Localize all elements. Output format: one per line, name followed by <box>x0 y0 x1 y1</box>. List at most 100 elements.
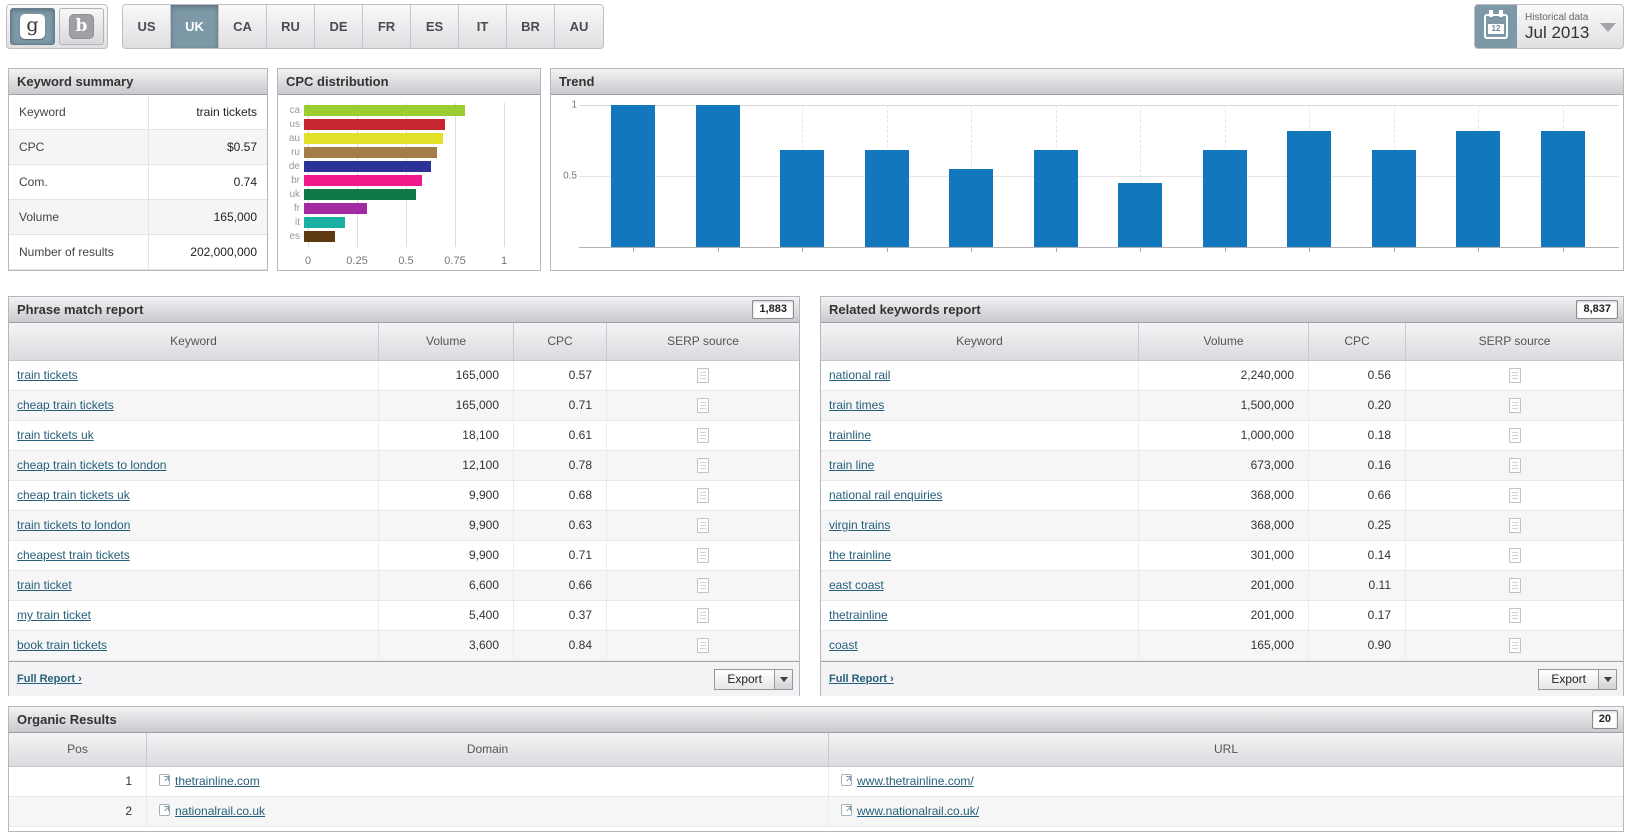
url-link[interactable]: www.nationalrail.co.uk/ <box>857 804 980 818</box>
keyword-link[interactable]: train ticket <box>17 578 72 592</box>
trend-panel: Trend 1 0.5 <box>550 68 1624 271</box>
export-select[interactable]: Export <box>714 668 793 690</box>
country-tab-br[interactable]: BR <box>507 5 555 48</box>
country-tab-uk[interactable]: UK <box>171 5 219 48</box>
serp-document-icon[interactable] <box>1508 518 1521 533</box>
panel-title: CPC distribution <box>278 69 540 95</box>
serp-document-icon[interactable] <box>697 578 709 593</box>
external-link-icon[interactable] <box>841 774 852 786</box>
full-report-link[interactable]: Full Report › <box>829 673 894 685</box>
keyword-link[interactable]: train times <box>829 398 885 412</box>
serp-document-icon[interactable] <box>1508 428 1521 443</box>
calendar-icon: 12 <box>1475 5 1517 48</box>
serp-document-icon[interactable] <box>697 548 709 563</box>
keyword-link[interactable]: coast <box>829 638 858 652</box>
external-link-icon[interactable] <box>159 774 170 786</box>
table-row: my train ticket 5,400 0.37 <box>9 601 799 631</box>
keyword-cell: cheap train tickets <box>9 391 379 420</box>
keyword-link[interactable]: train tickets to london <box>17 518 131 532</box>
keyword-link[interactable]: train tickets <box>17 368 78 382</box>
calendar-day: 12 <box>1488 24 1504 34</box>
serp-document-icon[interactable] <box>697 368 709 383</box>
bar-ca <box>304 104 465 116</box>
serp-document-icon[interactable] <box>697 398 709 413</box>
serp-document-icon[interactable] <box>1508 638 1521 653</box>
serp-source-cell <box>1406 601 1623 630</box>
serp-document-icon[interactable] <box>697 518 709 533</box>
phrase-match-table: Keyword Volume CPC SERP source train tickets… <box>9 323 799 696</box>
serp-document-icon[interactable] <box>1508 608 1521 623</box>
external-link-icon[interactable] <box>841 804 852 816</box>
y-tick-label: ca <box>289 104 300 116</box>
table-footer: Full Report › Export <box>9 661 799 696</box>
keyword-link[interactable]: trainline <box>829 428 872 442</box>
cpc-cell: 0.61 <box>514 421 607 450</box>
table-row: cheap train tickets uk 9,900 0.68 <box>9 481 799 511</box>
keyword-link[interactable]: national rail <box>829 368 891 382</box>
serp-source-cell <box>607 391 799 420</box>
serp-document-icon[interactable] <box>1508 578 1521 593</box>
keyword-link[interactable]: cheap train tickets <box>17 398 114 412</box>
country-tab-us[interactable]: US <box>123 5 171 48</box>
trend-chart: 1 0.5 <box>551 95 1623 271</box>
keyword-link[interactable]: the trainline <box>829 548 892 562</box>
country-tab-es[interactable]: ES <box>411 5 459 48</box>
summary-value: 202,000,000 <box>190 245 257 259</box>
country-tab-ru[interactable]: RU <box>267 5 315 48</box>
country-tab-it[interactable]: IT <box>459 5 507 48</box>
trend-bar <box>780 150 825 247</box>
url-link[interactable]: www.thetrainline.com/ <box>857 774 974 788</box>
keyword-link[interactable]: train tickets uk <box>17 428 94 442</box>
country-tab-au[interactable]: AU <box>555 5 603 48</box>
export-select[interactable]: Export <box>1538 668 1617 690</box>
serp-source-cell <box>607 511 799 540</box>
serp-document-icon[interactable] <box>1508 488 1521 503</box>
trend-bar <box>1287 131 1332 247</box>
serp-document-icon[interactable] <box>697 458 709 473</box>
domain-link[interactable]: thetrainline.com <box>175 774 260 788</box>
table-row: thetrainline 201,000 0.17 <box>821 601 1623 631</box>
trend-bar <box>949 169 994 247</box>
serp-source-cell <box>1406 511 1623 540</box>
domain-link[interactable]: nationalrail.co.uk <box>175 804 266 818</box>
serp-document-icon[interactable] <box>1508 548 1521 563</box>
serp-document-icon[interactable] <box>1508 458 1521 473</box>
cpc-cell: 0.84 <box>514 631 607 660</box>
historical-data-selector[interactable]: 12 Historical data Jul 2013 <box>1474 4 1624 49</box>
count-badge: 20 <box>1591 710 1618 729</box>
keyword-link[interactable]: thetrainline <box>829 608 888 622</box>
keyword-cell: cheap train tickets to london <box>9 451 379 480</box>
country-tab-fr[interactable]: FR <box>363 5 411 48</box>
keyword-link[interactable]: train line <box>829 458 875 472</box>
full-report-link[interactable]: Full Report › <box>17 673 82 685</box>
serp-document-icon[interactable] <box>697 638 709 653</box>
google-engine-button[interactable]: g <box>10 8 55 45</box>
volume-cell: 6,600 <box>379 571 514 600</box>
keyword-link[interactable]: cheap train tickets to london <box>17 458 167 472</box>
serp-document-icon[interactable] <box>1508 398 1521 413</box>
volume-cell: 673,000 <box>1139 451 1309 480</box>
serp-document-icon[interactable] <box>697 608 709 623</box>
keyword-link[interactable]: my train ticket <box>17 608 92 622</box>
summary-row: Com. 0.74 <box>9 165 267 200</box>
keyword-link[interactable]: national rail enquiries <box>829 488 943 502</box>
keyword-link[interactable]: book train tickets <box>17 638 108 652</box>
country-tab-ca[interactable]: CA <box>219 5 267 48</box>
serp-document-icon[interactable] <box>697 428 709 443</box>
keyword-cell: train tickets uk <box>9 421 379 450</box>
keyword-link[interactable]: east coast <box>829 578 884 592</box>
bar-it <box>304 216 345 228</box>
keyword-link[interactable]: cheap train tickets uk <box>17 488 130 502</box>
volume-cell: 3,600 <box>379 631 514 660</box>
keyword-cell: train tickets <box>9 361 379 390</box>
keyword-link[interactable]: cheapest train tickets <box>17 548 130 562</box>
serp-source-cell <box>1406 361 1623 390</box>
keyword-link[interactable]: virgin trains <box>829 518 891 532</box>
serp-document-icon[interactable] <box>697 488 709 503</box>
serp-document-icon[interactable] <box>1508 368 1521 383</box>
volume-cell: 1,000,000 <box>1139 421 1309 450</box>
external-link-icon[interactable] <box>159 804 170 816</box>
country-tab-de[interactable]: DE <box>315 5 363 48</box>
bing-engine-button[interactable]: b <box>59 8 104 45</box>
phrase-match-report-panel: Phrase match report 1,883 Keyword Volume C… <box>8 296 800 696</box>
